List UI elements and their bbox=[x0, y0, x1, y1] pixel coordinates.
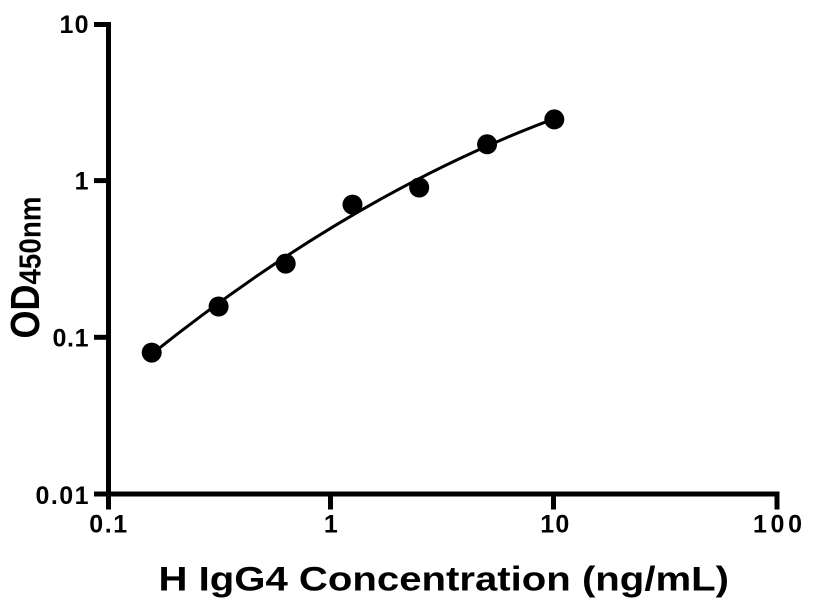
svg-text:0.1: 0.1 bbox=[89, 511, 127, 539]
svg-text:10: 10 bbox=[540, 511, 569, 539]
svg-text:450nm: 450nm bbox=[13, 197, 48, 285]
svg-text:OD: OD bbox=[2, 285, 48, 339]
svg-text:100: 100 bbox=[753, 511, 802, 539]
svg-text:0.01: 0.01 bbox=[36, 482, 89, 510]
svg-text:1: 1 bbox=[75, 168, 89, 196]
svg-text:10: 10 bbox=[60, 11, 89, 39]
svg-text:H IgG4 Concentration (ng/mL): H IgG4 Concentration (ng/mL) bbox=[159, 560, 730, 598]
svg-text:1: 1 bbox=[324, 511, 338, 539]
svg-text:0.1: 0.1 bbox=[53, 324, 89, 352]
